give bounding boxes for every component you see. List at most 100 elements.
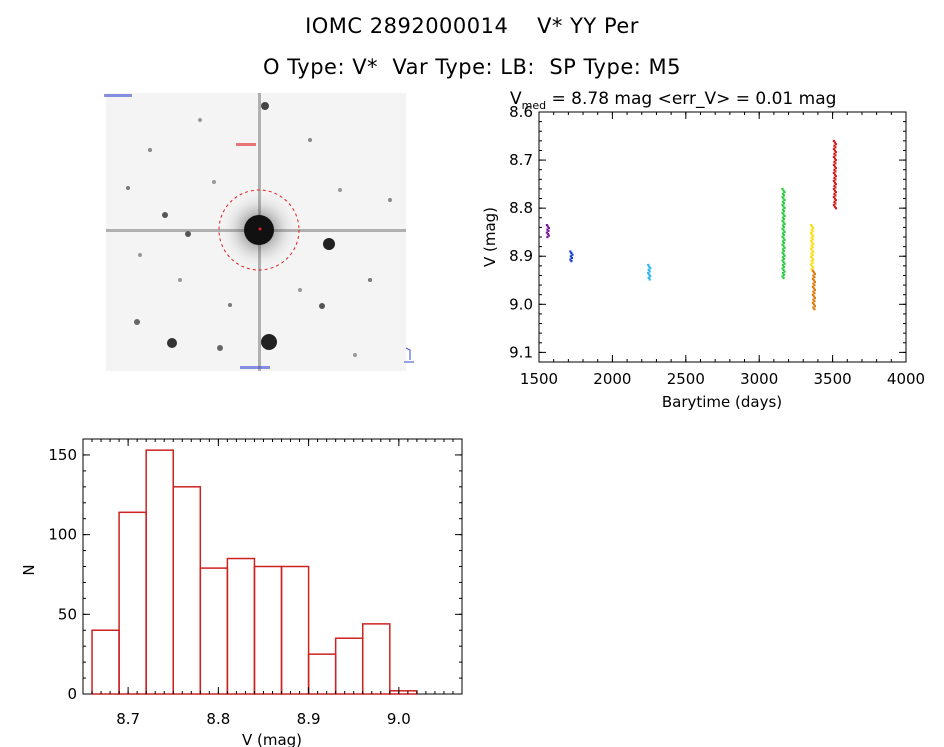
light-curve-ylabel: V (mag)	[481, 207, 499, 267]
histogram-bar	[226, 557, 256, 695]
data-point	[649, 275, 652, 278]
data-point	[834, 175, 838, 178]
data-point	[834, 143, 838, 146]
x-tick-label: 3000	[740, 370, 778, 388]
data-point	[782, 257, 786, 261]
data-point	[833, 173, 837, 176]
data-point	[810, 223, 813, 227]
data-point	[812, 258, 815, 261]
field-star	[185, 231, 191, 237]
field-star	[308, 138, 312, 142]
field-star	[138, 253, 142, 257]
data-point	[782, 221, 785, 224]
data-point	[834, 154, 837, 157]
data-point	[813, 296, 817, 300]
data-point	[810, 260, 813, 263]
data-point	[833, 149, 837, 152]
histogram-bar	[91, 629, 120, 695]
data-point	[546, 232, 550, 236]
data-point	[833, 197, 837, 200]
data-point	[782, 218, 786, 221]
field-star	[167, 338, 177, 348]
data-point	[811, 269, 815, 272]
histogram-bar	[307, 653, 337, 695]
x-tick-label: 8.8	[206, 710, 230, 728]
chart-title-line2: O Type: V* Var Type: LB: SP Type: M5	[263, 55, 681, 79]
data-point	[781, 256, 785, 259]
data-point	[781, 259, 784, 262]
light-curve-title: Vmed = 8.78 mag <err_V> = 0.01 mag	[510, 89, 836, 112]
data-point	[813, 272, 817, 276]
field-star	[353, 353, 357, 357]
data-point	[781, 227, 784, 230]
data-point	[811, 233, 814, 236]
data-point	[811, 241, 814, 244]
y-tick-label: 100	[48, 526, 77, 544]
data-point	[833, 192, 836, 195]
data-point	[811, 253, 814, 257]
data-point	[781, 248, 785, 251]
data-point	[783, 230, 786, 234]
data-point	[833, 176, 836, 179]
data-point	[781, 240, 785, 243]
histogram-bar	[145, 449, 174, 695]
data-point	[813, 276, 816, 279]
data-point	[648, 278, 651, 281]
data-point	[834, 178, 837, 181]
data-point	[832, 195, 836, 199]
data-point	[813, 292, 816, 295]
data-point	[833, 181, 837, 184]
scale-label	[240, 366, 270, 369]
data-point	[783, 206, 786, 210]
data-point	[811, 238, 814, 241]
data-point	[810, 228, 813, 231]
data-point	[832, 179, 836, 183]
data-point	[810, 247, 813, 250]
data-point	[833, 205, 837, 208]
data-point	[649, 267, 652, 270]
histogram-bar	[253, 565, 283, 695]
histogram-bars	[91, 449, 418, 695]
data-point	[834, 162, 837, 165]
data-point	[783, 199, 786, 202]
data-point	[811, 225, 814, 228]
data-point	[810, 239, 813, 242]
data-point	[834, 186, 837, 189]
data-point	[782, 237, 785, 240]
field-star	[228, 303, 232, 307]
data-point	[783, 254, 786, 257]
data-point	[813, 280, 817, 284]
data-point	[810, 252, 813, 255]
data-point	[781, 192, 785, 195]
data-point	[648, 273, 651, 276]
data-point	[546, 225, 550, 228]
y-tick-label: 8.7	[509, 151, 533, 169]
data-point	[783, 238, 786, 241]
data-point	[832, 203, 836, 207]
data-point	[781, 232, 785, 235]
data-point	[833, 184, 836, 187]
data-point	[811, 301, 815, 304]
data-point	[783, 246, 786, 249]
data-point	[810, 255, 813, 258]
data-point	[832, 187, 836, 191]
data-point	[546, 228, 549, 231]
data-point	[832, 139, 836, 143]
field-star	[368, 278, 372, 282]
field-star	[319, 303, 325, 309]
light-curve-ticks: 1500 2000 2500 3000 3500 4000 8.6 8.7 8.8 8.9 9.0 9…	[509, 103, 925, 388]
data-point	[812, 287, 816, 290]
field-star	[198, 118, 202, 122]
data-point	[781, 219, 784, 222]
x-tick-label: 1500	[520, 370, 558, 388]
field-star	[134, 319, 140, 325]
data-point	[571, 253, 574, 256]
histogram-bar	[199, 567, 229, 695]
data-point	[781, 251, 784, 254]
data-point	[811, 293, 815, 296]
data-point	[782, 233, 786, 237]
x-tick-label: 4000	[887, 370, 925, 388]
data-point	[812, 227, 815, 230]
data-point	[781, 203, 784, 207]
